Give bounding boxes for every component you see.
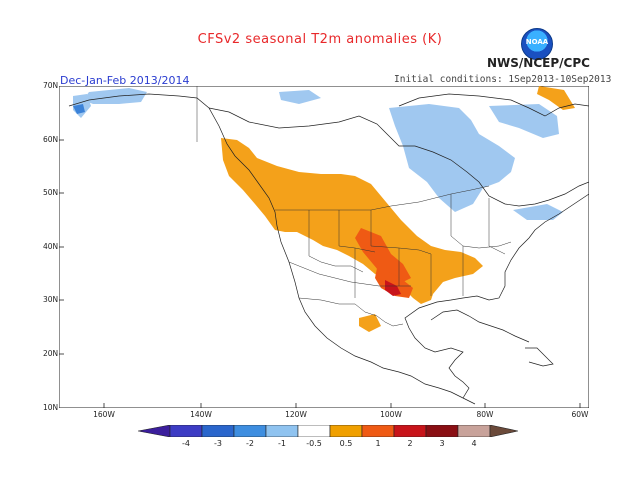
longitude-label: 80W xyxy=(476,410,494,419)
noaa-logo-icon: NOAA xyxy=(521,28,553,60)
colorbar-swatch xyxy=(169,425,203,437)
warm-anomaly-region xyxy=(537,86,575,110)
latitude-label: 60N xyxy=(43,135,59,144)
coastline xyxy=(525,347,554,367)
coastlines-layer xyxy=(68,86,589,405)
colorbar-swatch xyxy=(361,425,395,437)
colorbar-label: 3 xyxy=(439,439,445,448)
political-border xyxy=(298,297,404,327)
latitude-label: 10N xyxy=(43,403,59,412)
colorbar-label: -0.5 xyxy=(306,439,322,448)
chart-title: CFSv2 seasonal T2m anomalies (K) xyxy=(197,32,443,47)
cold-anomaly-region xyxy=(83,88,147,104)
cold-anomaly-region xyxy=(489,104,559,138)
colorbar-label: 4 xyxy=(471,439,477,448)
logo-text: NOAA xyxy=(525,38,549,46)
coastline xyxy=(430,309,530,343)
latitude-label: 40N xyxy=(43,242,59,251)
anomaly-map xyxy=(59,86,589,408)
warmer-anomaly-region xyxy=(375,268,413,298)
anomaly-layer xyxy=(73,86,575,332)
colorbar-swatch xyxy=(201,425,235,437)
colorbar-label: 0.5 xyxy=(339,439,353,448)
political-border xyxy=(275,185,490,211)
colorbar-label: -1 xyxy=(278,439,286,448)
cold-anomaly-region xyxy=(279,90,321,104)
colorbar-swatch xyxy=(457,425,491,437)
colorbar-swatch xyxy=(265,425,299,437)
political-border xyxy=(288,261,411,287)
cold-anomaly-region xyxy=(73,104,85,114)
agency-label-top: NWS/NCEP/CPC xyxy=(487,56,590,70)
hot-anomaly-region xyxy=(385,280,401,296)
cold-anomaly-region xyxy=(513,204,563,220)
colorbar-arrow-high xyxy=(489,425,518,437)
season-label: Dec-Jan-Feb 2013/2014 xyxy=(60,74,190,87)
political-border xyxy=(450,194,512,249)
cold-anomaly-region xyxy=(389,104,515,212)
longitude-label: 140W xyxy=(190,410,212,419)
coastline xyxy=(208,107,589,207)
map-ticks xyxy=(59,86,581,408)
colorbar-label: 2 xyxy=(407,439,413,448)
latitude-label: 20N xyxy=(43,349,59,358)
warm-anomaly-region xyxy=(359,314,381,332)
political-border xyxy=(488,198,506,255)
colorbar-label: -4 xyxy=(182,439,190,448)
coastline xyxy=(398,93,589,117)
map-frame xyxy=(59,86,589,408)
longitude-label: 100W xyxy=(380,410,402,419)
warmer-anomaly-region xyxy=(355,228,411,284)
colorbar-swatch xyxy=(393,425,427,437)
colorbar xyxy=(138,425,518,437)
colorbar-swatch xyxy=(297,425,331,437)
colorbar-label: 1 xyxy=(375,439,381,448)
coastline xyxy=(404,193,589,399)
latitude-label: 70N xyxy=(43,81,59,90)
colorbar-label: -2 xyxy=(246,439,254,448)
longitude-label: 160W xyxy=(93,410,115,419)
colorbar-arrow-low xyxy=(138,425,171,437)
longitude-label: 60W xyxy=(571,410,589,419)
colorbar-label: -3 xyxy=(214,439,222,448)
colorbar-swatch xyxy=(233,425,267,437)
political-border xyxy=(308,210,364,273)
initial-conditions-label: Initial conditions: 1Sep2013-10Sep2013 xyxy=(394,74,612,85)
latitude-label: 50N xyxy=(43,188,59,197)
warm-anomaly-region xyxy=(221,138,483,304)
political-border xyxy=(338,210,376,253)
latitude-label: 30N xyxy=(43,295,59,304)
colorbar-swatch xyxy=(425,425,459,437)
longitude-label: 120W xyxy=(285,410,307,419)
colorbar-swatch xyxy=(329,425,363,437)
